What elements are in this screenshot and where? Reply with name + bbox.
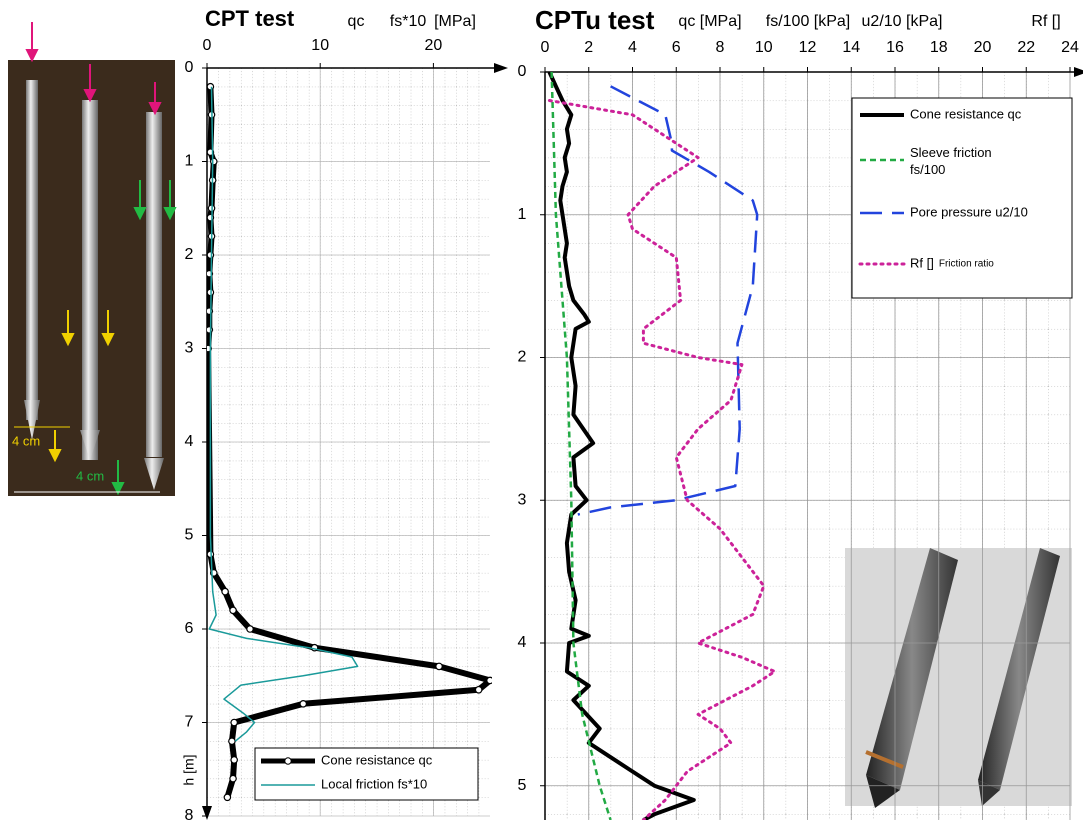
point <box>300 701 306 707</box>
x-tick-label: 2 <box>584 39 593 56</box>
point <box>230 775 236 781</box>
point <box>231 719 237 725</box>
point <box>475 687 481 693</box>
point <box>211 158 217 164</box>
y-tick-label: 4 <box>185 433 194 450</box>
legend-note: Friction ratio <box>939 259 994 270</box>
y-tick-label: 5 <box>185 527 194 544</box>
y-tick-label: 7 <box>185 714 194 731</box>
photo-label: 4 cm <box>76 468 104 483</box>
page: {"chart_data": [ {"type": "line", "title… <box>0 0 1083 823</box>
x-tick-label: 12 <box>799 39 817 56</box>
point <box>229 738 235 744</box>
cone-photo <box>845 548 1072 808</box>
y-tick-label: 3 <box>518 491 527 508</box>
legend-label-line: fs/100 <box>910 162 945 177</box>
axis-label: fs/100 [kPa] <box>766 13 851 30</box>
legend-label-line: Sleeve friction <box>910 145 992 160</box>
axis-arrow <box>494 63 508 73</box>
point <box>206 327 212 333</box>
y-tick-label: 2 <box>518 349 527 366</box>
axis-label: fs*10 <box>390 13 427 30</box>
legend-marker <box>285 758 291 764</box>
y-tick-label: 5 <box>518 777 527 794</box>
y-tick-label: 6 <box>185 620 194 637</box>
chart-title: CPT test <box>205 6 295 31</box>
legend-label: Cone resistance qc <box>321 752 433 767</box>
chart-title: CPTu test <box>535 5 655 35</box>
axis-arrow <box>1074 67 1083 77</box>
point <box>224 794 230 800</box>
figure: 4 cm 4 cm CPT testqcfs*10[MPa]h [m]01020… <box>0 0 1083 823</box>
y-tick-label: 2 <box>185 246 194 263</box>
point <box>487 677 493 683</box>
x-tick-label: 22 <box>1017 39 1035 56</box>
axis-label: qc [MPa] <box>678 13 741 30</box>
photo-label: 4 cm <box>12 433 40 448</box>
x-tick-label: 24 <box>1061 39 1079 56</box>
point <box>230 607 236 613</box>
y-tick-label: 0 <box>518 63 527 80</box>
point <box>222 588 228 594</box>
point <box>247 626 253 632</box>
y-axis-label: h [m] <box>181 754 197 785</box>
y-tick-label: 3 <box>185 340 194 357</box>
axis-label: Rf [] <box>1031 13 1060 30</box>
x-tick-label: 10 <box>755 39 773 56</box>
legend-label: Rf [] <box>910 255 934 270</box>
x-tick-label: 20 <box>974 39 992 56</box>
x-tick-label: 0 <box>203 37 212 54</box>
x-tick-label: 14 <box>842 39 860 56</box>
axis-label: u2/10 [kPa] <box>862 13 943 30</box>
legend-label: Pore pressure u2/10 <box>910 204 1028 219</box>
x-tick-label: 20 <box>425 37 443 54</box>
axis-label: [MPa] <box>434 13 476 30</box>
y-tick-label: 8 <box>185 807 194 823</box>
point <box>436 663 442 669</box>
probe-photo: 4 cm 4 cm <box>8 22 175 496</box>
y-tick-label: 1 <box>185 153 194 170</box>
x-tick-label: 0 <box>541 39 550 56</box>
legend-label: Local friction fs*10 <box>321 776 427 791</box>
axis-label: qc <box>348 13 365 30</box>
point <box>207 84 213 90</box>
x-tick-label: 8 <box>716 39 725 56</box>
y-tick-label: 4 <box>518 634 527 651</box>
point <box>207 252 213 258</box>
y-tick-label: 1 <box>518 206 527 223</box>
x-tick-label: 16 <box>886 39 904 56</box>
point <box>231 757 237 763</box>
y-tick-label: 0 <box>185 59 194 76</box>
x-tick-label: 6 <box>672 39 681 56</box>
legend-label: Cone resistance qc <box>910 106 1022 121</box>
x-tick-label: 10 <box>311 37 329 54</box>
x-tick-label: 4 <box>628 39 637 56</box>
x-tick-label: 18 <box>930 39 948 56</box>
